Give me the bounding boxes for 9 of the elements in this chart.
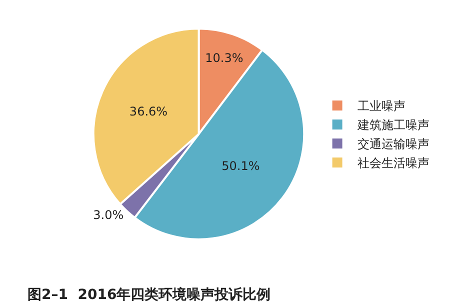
legend-label: 交通运输噪声 [357,137,430,152]
legend-label: 建筑施工噪声 [356,118,430,132]
legend-label: 工业噪声 [357,99,406,114]
data-label: 36.6% [129,104,168,118]
data-label: 50.1% [222,158,260,173]
text: 图2–1 2016年四类环境噪声投诉比例 [28,286,271,303]
legend-label: 社会生活噪声 [357,156,430,170]
data-label: 3.0% [93,208,124,222]
data-label: 10.3% [205,51,244,66]
